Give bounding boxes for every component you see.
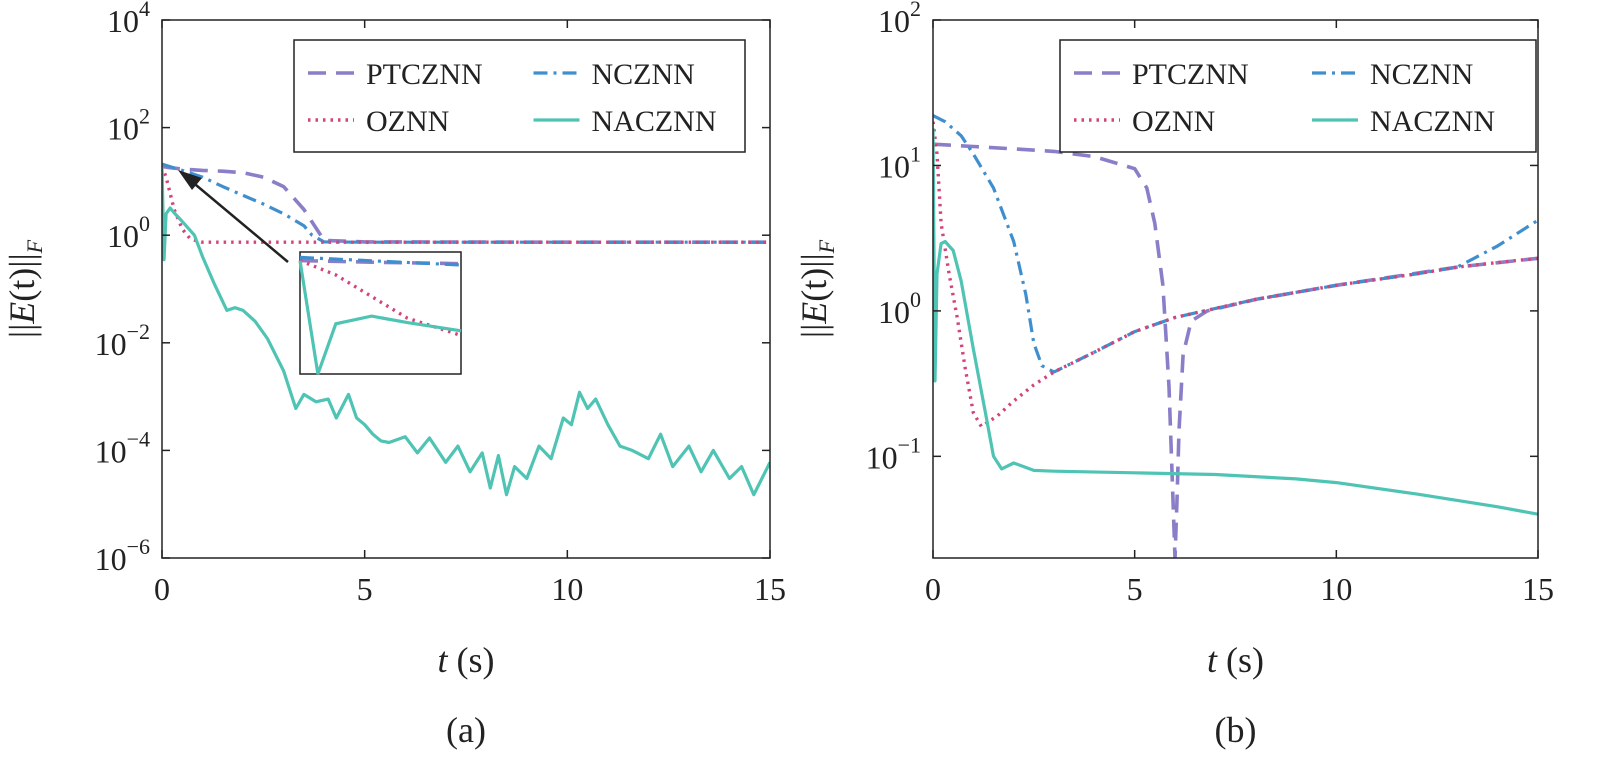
y-tick-label: 10−1 bbox=[866, 432, 921, 475]
y-tick-label: 104 bbox=[107, 0, 150, 39]
y-axis-label: ||E(t)||F bbox=[2, 239, 47, 338]
legend-label-oznn: OZNN bbox=[366, 105, 449, 138]
series-line-nacznn bbox=[933, 128, 1538, 516]
subplot-label: (a) bbox=[446, 710, 486, 750]
y-tick-label: 101 bbox=[878, 141, 921, 184]
inset-arrow-shaft bbox=[189, 179, 289, 263]
x-tick-label: 15 bbox=[754, 571, 786, 607]
x-tick-label: 15 bbox=[1522, 571, 1554, 607]
y-tick-label: 100 bbox=[878, 287, 921, 330]
series-line-oznn bbox=[162, 165, 770, 244]
legend-label-ncznn: NCZNN bbox=[1370, 58, 1473, 91]
legend-label-nacznn: NACZNN bbox=[592, 105, 717, 138]
inset-arrow-head bbox=[178, 170, 202, 190]
x-axis-label: t (s) bbox=[1207, 640, 1264, 680]
inset-series-ncznn bbox=[299, 255, 462, 267]
series-line-ncznn bbox=[162, 162, 770, 244]
plot-frame bbox=[932, 19, 1539, 559]
legend-label-oznn: OZNN bbox=[1132, 105, 1215, 138]
x-tick-label: 10 bbox=[1320, 571, 1352, 607]
series-line-ptcznn bbox=[162, 164, 770, 244]
series-group bbox=[933, 114, 1538, 558]
series-line-nacznn bbox=[162, 166, 770, 497]
legend-label-ptcznn: PTCZNN bbox=[366, 58, 483, 91]
x-tick-label: 5 bbox=[1127, 571, 1143, 607]
inset-series-group bbox=[298, 255, 462, 375]
chart-panel-a: 0 5 10 15 104 102 100 10−2 10−4 10−6 t (s) ||E(t)||… bbox=[2, 0, 786, 750]
y-tick-label: 100 bbox=[107, 211, 150, 254]
x-tick-label: 5 bbox=[357, 571, 373, 607]
inset-series-nacznn bbox=[298, 260, 462, 375]
legend-label-ncznn: NCZNN bbox=[592, 58, 695, 91]
x-tick-label: 10 bbox=[551, 571, 583, 607]
legend-label-ptcznn: PTCZNN bbox=[1132, 58, 1249, 91]
x-tick-label: 0 bbox=[925, 571, 941, 607]
y-tick-label: 102 bbox=[107, 104, 150, 147]
subplot-label: (b) bbox=[1215, 710, 1257, 750]
series-line-oznn bbox=[933, 121, 1538, 429]
y-tick-label: 10−4 bbox=[95, 426, 150, 469]
y-tick-label: 102 bbox=[878, 0, 921, 39]
x-tick-label: 0 bbox=[154, 571, 170, 607]
x-axis-label: t (s) bbox=[437, 640, 494, 680]
y-tick-label: 10−2 bbox=[95, 319, 150, 362]
series-line-ncznn bbox=[933, 114, 1538, 374]
legend-label-nacznn: NACZNN bbox=[1370, 105, 1495, 138]
legend-box bbox=[293, 39, 746, 153]
plot-frame bbox=[161, 19, 771, 559]
series-line-ptcznn bbox=[933, 142, 1538, 558]
series-group bbox=[162, 162, 770, 497]
y-tick-label: 10−6 bbox=[95, 534, 150, 577]
y-axis-label: ||E(t)||F bbox=[794, 239, 839, 338]
chart-panel-b: 0 5 10 15 102 101 100 10−1 t (s) ||E(t)||F (b) PTCZ… bbox=[794, 0, 1554, 750]
legend-box bbox=[1059, 39, 1537, 153]
